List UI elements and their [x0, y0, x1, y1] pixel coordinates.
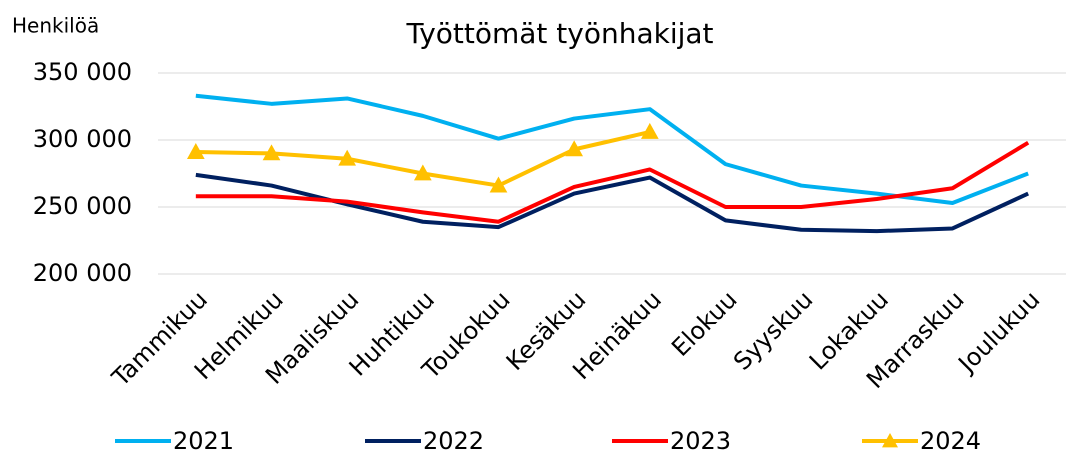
point-marker [338, 149, 357, 166]
series-line [195, 140, 1030, 224]
y-tick-label: 200 000 [33, 259, 132, 287]
point-marker [413, 164, 432, 181]
point-marker [186, 143, 205, 159]
legend-label: 2021 [173, 427, 234, 455]
series-line [195, 172, 1030, 234]
x-tick-label: Elokuu [666, 285, 742, 361]
legend-label: 2022 [423, 427, 484, 455]
legend-label: 2024 [920, 427, 981, 455]
y-tick-label: 300 000 [33, 125, 132, 153]
x-tick-label: Tammikuu [106, 285, 213, 392]
legend-label: 2023 [670, 427, 731, 455]
y-tick-label: 350 000 [33, 58, 132, 86]
y-tick-label: 250 000 [33, 192, 132, 220]
x-tick-label: Joulukuu [952, 285, 1046, 379]
point-marker [640, 122, 659, 139]
point-marker [565, 140, 584, 157]
point-marker [262, 144, 281, 161]
x-tick-label: Syyskuu [728, 285, 818, 375]
chart-title: Työttömät työnhakijat [405, 17, 713, 50]
y-axis-label: Henkilöä [12, 14, 99, 38]
legend-marker [882, 433, 898, 448]
point-marker [489, 176, 508, 193]
